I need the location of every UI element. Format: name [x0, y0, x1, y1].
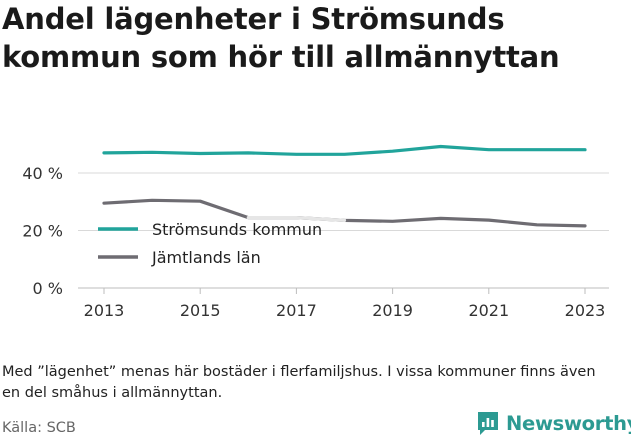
y-tick-label: 20 %	[22, 222, 63, 241]
line-chart: 0 % 20 % 40 % 2013 2015 2017 2019 2021 2023 Str…	[22, 144, 609, 320]
chart-footnote: Med ”lägenhet” menas här bostäder i fler…	[2, 364, 596, 401]
x-tick-label: 2015	[180, 301, 221, 320]
newsworthy-logo[interactable]: Newsworthy	[476, 407, 631, 439]
x-tick-label: 2017	[276, 301, 317, 320]
brand-name: Newsworthy	[506, 411, 631, 435]
source-label: Källa: SCB	[2, 420, 76, 436]
grid-lines	[78, 172, 609, 289]
x-tick-label: 2023	[565, 301, 606, 320]
x-axis-ticks: 2013 2015 2017 2019 2021 2023	[84, 288, 606, 320]
y-tick-label: 0 %	[33, 279, 63, 298]
legend-label: Strömsunds kommun	[152, 220, 322, 239]
x-tick-label: 2013	[84, 301, 125, 320]
series-line-stromsund[interactable]	[102, 144, 587, 156]
series-line-jamtland-faded	[246, 216, 347, 222]
x-tick-label: 2021	[468, 301, 509, 320]
series-lines	[102, 144, 587, 228]
legend-label: Jämtlands län	[151, 248, 261, 267]
y-axis-ticks: 0 % 20 % 40 %	[22, 164, 63, 298]
y-tick-label: 40 %	[22, 164, 63, 183]
newsworthy-chart-logo-icon	[478, 412, 498, 435]
legend: Strömsunds kommun Jämtlands län	[98, 220, 322, 267]
chart-title: Andel lägenheter i Strömsunds kommun som…	[2, 2, 560, 74]
x-tick-label: 2019	[372, 301, 413, 320]
